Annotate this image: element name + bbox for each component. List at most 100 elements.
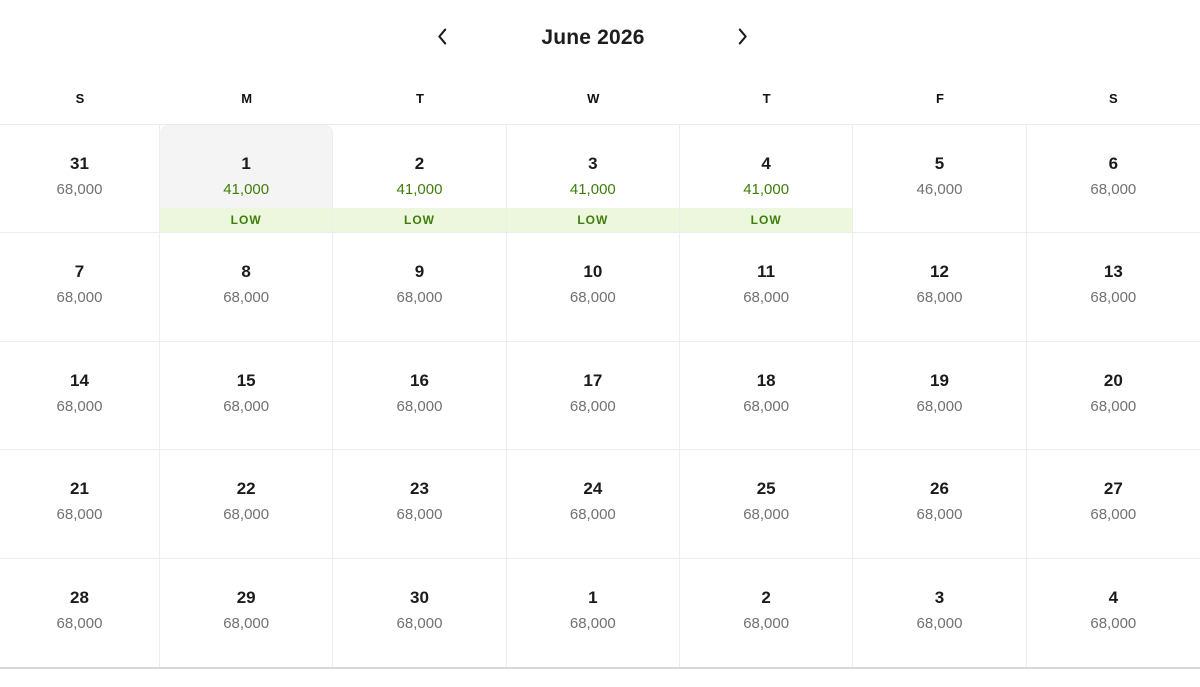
day-cell-18[interactable]: 18 68,000 [679,341,854,451]
day-number: 20 [1103,370,1123,390]
day-number: 17 [583,370,603,390]
day-cell-1[interactable]: 1 41,000 LOW [160,125,334,234]
award-price: 68,000 [396,397,443,415]
award-price: 68,000 [916,506,963,524]
day-cell-4[interactable]: 4 68,000 [1026,558,1200,667]
low-badge: LOW [506,208,679,233]
award-price: 68,000 [223,397,270,415]
award-price: 68,000 [1090,614,1137,632]
day-cell-11[interactable]: 11 68,000 [679,233,854,342]
day-number: 22 [236,479,256,499]
day-number: 25 [756,479,776,499]
day-number: 28 [70,587,89,607]
day-number: 2 [761,587,771,607]
next-month-button[interactable] [728,27,758,49]
day-cell-23[interactable]: 23 68,000 [333,450,507,559]
day-cell-2[interactable]: 2 68,000 [679,558,854,667]
award-price: 68,000 [569,614,616,632]
calendar-header: June 2026 [0,0,1200,72]
day-cell-31[interactable]: 31 68,000 [0,125,160,234]
day-cell-24[interactable]: 24 68,000 [506,450,680,559]
day-number: 4 [761,154,771,173]
day-cell-6[interactable]: 6 68,000 [1026,125,1200,234]
award-price: 68,000 [743,614,790,632]
chevron-right-icon [737,28,749,48]
day-cell-30[interactable]: 30 68,000 [333,558,507,667]
weekday-label: M [241,90,253,106]
weekday-label: T [762,90,771,106]
day-number: 6 [1108,154,1119,173]
day-number: 4 [1108,587,1119,607]
day-number: 24 [583,479,603,499]
day-cell-22[interactable]: 22 68,000 [160,450,334,559]
award-price: 68,000 [223,614,270,632]
award-price: 68,000 [743,289,790,307]
award-price: 46,000 [916,181,963,198]
day-cell-15[interactable]: 15 68,000 [160,341,334,451]
day-number: 21 [70,479,89,499]
day-number: 30 [410,587,429,607]
day-cell-2[interactable]: 2 41,000 LOW [333,125,507,234]
calendar-grid: 31 68,000 1 41,000 LOW 2 41,000 LOW 3 41,000 LOW 4 4… [0,124,1200,669]
day-number: 11 [757,262,776,282]
day-cell-8[interactable]: 8 68,000 [160,233,334,342]
day-cell-12[interactable]: 12 68,000 [853,233,1027,342]
chevron-left-icon [436,28,448,48]
day-cell-10[interactable]: 10 68,000 [506,233,680,342]
award-price: 68,000 [916,289,963,307]
award-price: 68,000 [1090,181,1137,198]
day-number: 16 [410,370,429,390]
award-price: 68,000 [743,397,790,415]
award-price: 68,000 [56,289,103,307]
low-badge: LOW [679,208,853,233]
day-cell-4[interactable]: 4 41,000 LOW [679,125,854,234]
day-cell-29[interactable]: 29 68,000 [160,558,334,667]
weekday-label: S [1108,90,1118,106]
day-cell-14[interactable]: 14 68,000 [0,341,160,451]
award-price: 68,000 [1090,289,1137,307]
award-price: 68,000 [56,397,103,415]
award-price: 68,000 [569,397,616,415]
award-price: 68,000 [56,614,103,632]
day-number: 1 [588,587,598,607]
day-number: 26 [930,479,949,499]
prev-month-button[interactable] [427,27,457,49]
day-cell-27[interactable]: 27 68,000 [1026,450,1200,559]
day-cell-26[interactable]: 26 68,000 [853,450,1027,559]
award-price: 68,000 [569,506,616,524]
day-cell-13[interactable]: 13 68,000 [1026,233,1200,342]
weekday-label: F [936,90,944,106]
award-price: 41,000 [569,181,616,198]
award-price: 68,000 [1090,506,1137,524]
day-cell-19[interactable]: 19 68,000 [853,341,1027,451]
award-price: 68,000 [396,614,443,632]
weekday-label: W [587,90,600,106]
award-price: 68,000 [916,397,963,415]
month-title: June 2026 [541,26,645,49]
day-number: 5 [934,154,945,173]
day-cell-7[interactable]: 7 68,000 [0,233,160,342]
day-cell-3[interactable]: 3 68,000 [853,558,1027,667]
day-cell-25[interactable]: 25 68,000 [679,450,854,559]
day-number: 13 [1103,262,1123,282]
day-cell-5[interactable]: 5 46,000 [853,125,1027,234]
day-number: 3 [934,587,945,607]
day-cell-21[interactable]: 21 68,000 [0,450,160,559]
day-number: 3 [588,154,598,173]
day-cell-16[interactable]: 16 68,000 [333,341,507,451]
award-price: 68,000 [1090,397,1137,415]
day-cell-1[interactable]: 1 68,000 [506,558,680,667]
award-price: 68,000 [223,289,270,307]
award-price: 68,000 [56,181,103,198]
day-number: 10 [583,262,603,282]
award-price: 41,000 [223,181,270,198]
day-cell-3[interactable]: 3 41,000 LOW [506,125,680,234]
day-cell-28[interactable]: 28 68,000 [0,558,160,667]
day-number: 14 [70,370,89,390]
day-cell-9[interactable]: 9 68,000 [333,233,507,342]
day-number: 2 [414,154,425,173]
day-cell-17[interactable]: 17 68,000 [506,341,680,451]
day-number: 31 [70,154,89,173]
day-cell-20[interactable]: 20 68,000 [1026,341,1200,451]
weekday-label: S [75,90,85,106]
